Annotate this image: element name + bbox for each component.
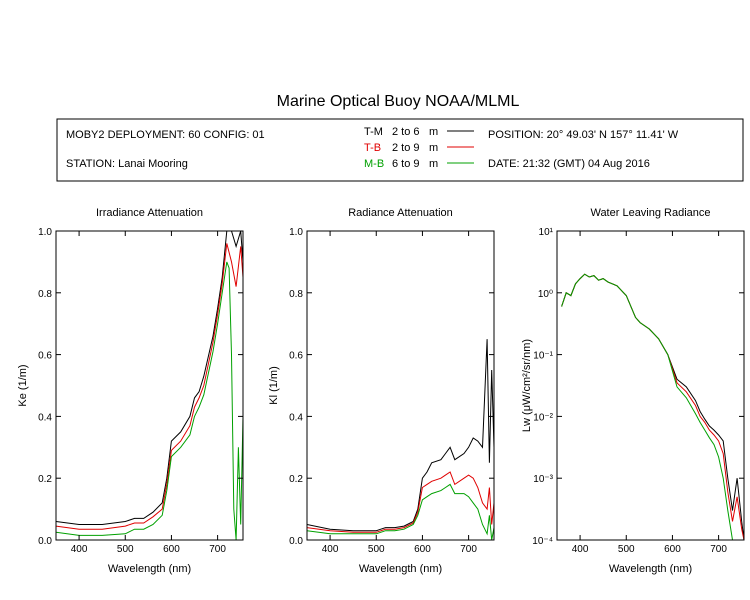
x-tick-label: 500 [117,544,134,555]
y-tick-label: 10⁻² [533,412,553,423]
chart-panel-1: 400 500 600 700 0.0 0.2 0.4 0.6 0.8 1.0 Irradiance… [17,207,244,575]
x-tick-label: 600 [163,544,180,555]
series-line-m-b [307,483,494,540]
y-tick-label: 10⁻⁴ [532,536,553,547]
series-line-t-m [561,273,744,540]
panel-title: Water Leaving Radiance [590,207,710,219]
x-tick-label: 500 [618,544,635,555]
y-tick-label: 0.6 [38,351,52,362]
figure-title: Marine Optical Buoy NOAA/MLML [277,93,520,110]
y-tick-label: 0.0 [38,536,52,547]
series-line-t-b [307,471,494,533]
x-tick-label: 700 [460,544,477,555]
series-line-t-b [561,273,744,540]
x-axis-label: Wavelength (nm) [359,563,442,575]
x-tick-label: 400 [71,544,88,555]
y-tick-label: 1.0 [38,227,52,238]
header-box: MOBY2 DEPLOYMENT: 60 CONFIG: 01 STATION:… [56,118,744,182]
position-text: POSITION: 20° 49.03' N 157° 11.41' W [488,129,679,141]
y-tick-label: 0.2 [289,474,303,485]
legend-unit: m [429,142,438,154]
series-line-m-b [56,261,243,540]
x-tick-label: 600 [414,544,431,555]
y-axis-label: Ke (1/m) [17,364,29,406]
legend: T-M 2 to 6 m T-B 2 to 9 m M-B 6 to 9 m [364,126,474,170]
y-tick-label: 10⁻³ [533,474,553,485]
date-text: DATE: 21:32 (GMT) 04 Aug 2016 [488,158,650,170]
plot-frame [556,230,745,541]
deployment-text: MOBY2 DEPLOYMENT: 60 CONFIG: 01 [66,129,265,141]
station-text: STATION: Lanai Mooring [66,158,188,170]
y-axis-label: Kl (1/m) [268,366,280,405]
plot-frame [306,230,495,541]
legend-range: 2 to 9 [392,142,420,154]
x-axis-label: Wavelength (nm) [108,563,191,575]
series-line-t-b [56,243,243,530]
y-tick-label: 0.0 [289,536,303,547]
chart-panel-3: 400 500 600 700 10¹ 10⁰ 10⁻¹ 10⁻² 10⁻³ 10⁻⁴ Water … [521,207,745,575]
y-tick-label: 0.4 [289,412,303,423]
y-tick-label: 10⁻¹ [533,351,553,362]
panel-title: Radiance Attenuation [348,207,453,219]
x-axis-label: Wavelength (nm) [609,563,692,575]
legend-code-m-b: M-B [364,158,384,170]
legend-range: 2 to 6 [392,126,420,138]
x-tick-label: 700 [710,544,727,555]
chart-panels: 400 500 600 700 0.0 0.2 0.4 0.6 0.8 1.0 Irradiance… [17,207,745,575]
legend-code-t-m: T-M [364,126,383,138]
x-tick-label: 500 [368,544,385,555]
y-tick-label: 0.2 [38,474,52,485]
y-tick-label: 1.0 [289,227,303,238]
series-line-t-m [307,339,494,532]
legend-unit: m [429,158,438,170]
y-tick-label: 0.6 [289,351,303,362]
x-tick-label: 700 [209,544,226,555]
series-line-m-b [561,273,742,540]
chart-panel-2: 400 500 600 700 0.0 0.2 0.4 0.6 0.8 1.0 Radiance A… [268,207,495,575]
y-tick-label: 10⁰ [538,289,553,300]
legend-range: 6 to 9 [392,158,420,170]
series-line-t-m [56,231,243,525]
legend-unit: m [429,126,438,138]
legend-code-t-b: T-B [364,142,381,154]
x-tick-label: 400 [322,544,339,555]
x-tick-label: 600 [664,544,681,555]
y-tick-label: 0.4 [38,412,52,423]
y-tick-label: 10¹ [539,227,554,238]
panel-title: Irradiance Attenuation [96,207,203,219]
y-tick-label: 0.8 [289,289,303,300]
plot-frame [55,230,244,541]
x-tick-label: 400 [572,544,589,555]
y-tick-label: 0.8 [38,289,52,300]
y-axis-label: Lw (μW/cm²/sr/nm) [521,339,533,432]
